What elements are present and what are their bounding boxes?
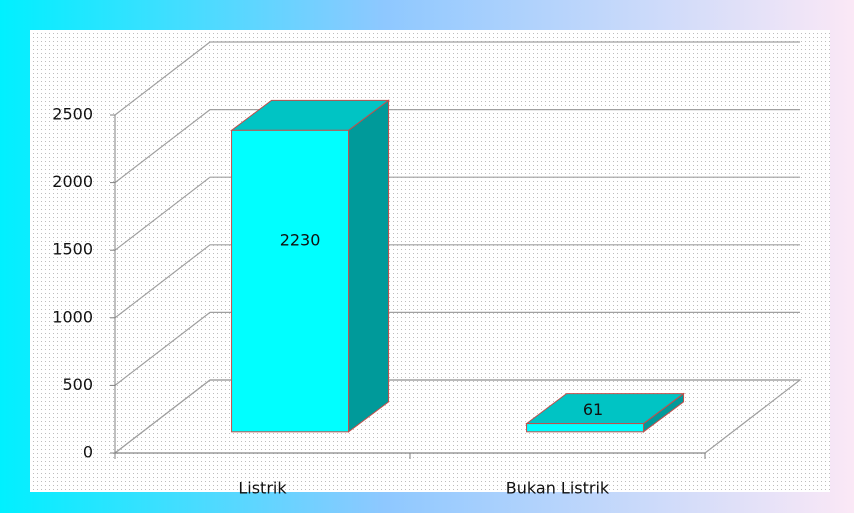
y-tick-label: 500 [62,375,93,394]
grid-line [114,311,800,386]
y-tick-label: 2500 [52,105,93,124]
grid-line [114,108,800,184]
bar [526,423,645,433]
grid-line [114,244,800,319]
grid-line [114,176,800,251]
y-tick-label: 1000 [52,307,93,326]
plot: 0 500 1000 1500 2000 2500 Listrik 2230 Bukan Lis… [52,41,802,498]
plot-panel [30,30,830,492]
bar-side [348,99,390,433]
grid-line [114,41,800,116]
y-tick-label: 2000 [52,172,93,191]
x-tick-label: Listrik [238,479,287,498]
y-tick-label: 0 [83,443,93,462]
grid-line [114,379,800,454]
y-tick-label: 1500 [52,240,93,259]
bar [231,129,350,433]
x-tick-label: Bukan Listrik [506,479,610,498]
data-label: 2230 [280,231,321,250]
data-label: 61 [583,400,603,419]
